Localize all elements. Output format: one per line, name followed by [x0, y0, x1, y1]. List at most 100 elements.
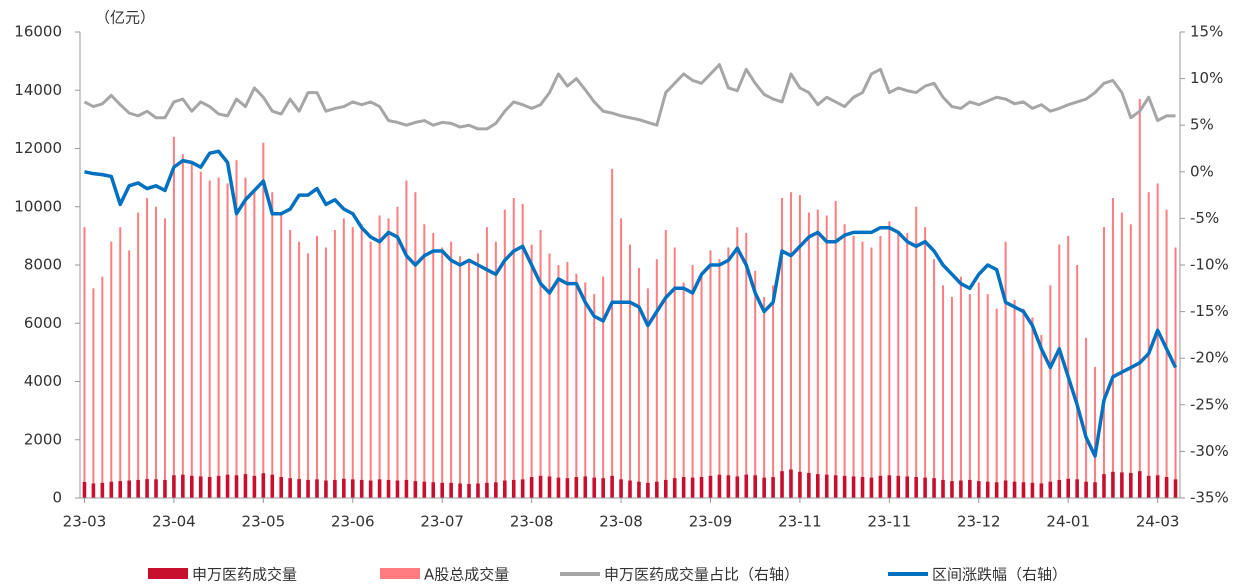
bar	[602, 276, 605, 498]
bar	[1137, 471, 1142, 498]
bar	[584, 282, 587, 498]
bar	[271, 192, 274, 498]
bar	[548, 253, 551, 498]
bar	[413, 481, 418, 498]
bar	[163, 218, 166, 498]
bar	[611, 168, 614, 498]
bar	[368, 480, 373, 498]
bar	[485, 227, 488, 498]
bar	[154, 479, 158, 498]
y2-tick-label: -15%	[1190, 302, 1229, 320]
bar	[709, 250, 712, 498]
bar	[941, 479, 945, 498]
bar	[92, 288, 95, 498]
bar	[1004, 241, 1007, 498]
bar	[511, 479, 516, 498]
bar	[681, 477, 686, 498]
bar	[1120, 472, 1124, 498]
bar	[360, 224, 363, 498]
bar	[449, 482, 453, 498]
y-tick-label: 14000	[14, 81, 62, 99]
legend-swatch	[380, 568, 420, 579]
bar	[620, 218, 623, 498]
bar	[119, 227, 122, 498]
bar	[100, 482, 105, 498]
y-axis-label: （亿元）	[95, 9, 155, 27]
bar	[145, 479, 149, 498]
bar	[342, 478, 346, 498]
bar	[163, 479, 167, 498]
bar	[244, 177, 247, 498]
bar	[82, 481, 87, 498]
bar	[288, 478, 292, 498]
bar	[816, 474, 820, 498]
bar	[807, 212, 810, 498]
bar	[521, 203, 524, 498]
y2-tick-label: -20%	[1190, 349, 1229, 367]
bar	[547, 476, 552, 498]
bar	[1021, 482, 1026, 498]
bar	[386, 479, 391, 498]
bar	[476, 483, 480, 498]
bar	[663, 479, 668, 498]
y2-tick-label: -5%	[1190, 209, 1219, 227]
bar	[377, 479, 382, 498]
bar	[234, 475, 239, 498]
bar	[127, 480, 131, 498]
bar	[297, 479, 301, 498]
bar	[494, 482, 498, 498]
bar	[172, 475, 176, 498]
y2-tick-label: -35%	[1190, 489, 1229, 507]
bar	[118, 481, 123, 498]
bar	[592, 477, 597, 498]
bar	[556, 477, 561, 498]
bar	[575, 273, 578, 498]
bar	[261, 473, 266, 498]
bar	[566, 262, 569, 498]
y2-tick-label: -25%	[1190, 395, 1229, 413]
x-tick-label: 23-11	[868, 513, 912, 531]
line	[84, 149, 1178, 458]
bar	[520, 479, 525, 498]
bar	[628, 480, 632, 498]
bar	[825, 215, 828, 499]
bar	[101, 276, 104, 498]
legend-label: 区间涨跌幅（右轴）	[932, 566, 1067, 584]
x-tick-label: 23-06	[331, 513, 375, 531]
bar	[977, 282, 980, 498]
bar	[985, 481, 990, 498]
bar	[708, 475, 713, 498]
bar	[745, 232, 748, 498]
bar	[905, 476, 910, 498]
bar	[485, 482, 489, 498]
bar	[1138, 98, 1141, 499]
y-tick-label: 8000	[24, 256, 62, 274]
bar	[1129, 224, 1132, 498]
bar	[529, 477, 534, 498]
bar	[342, 218, 345, 498]
bar	[1049, 285, 1052, 498]
bar	[396, 206, 399, 498]
y2-tick-label: 10%	[1190, 69, 1223, 87]
bar	[780, 471, 784, 498]
bar	[262, 142, 265, 499]
bar	[807, 472, 811, 498]
bar	[736, 227, 739, 498]
y2-tick-label: -10%	[1190, 256, 1229, 274]
bar	[888, 221, 891, 498]
bar	[315, 479, 319, 498]
bar	[136, 479, 140, 498]
bar	[914, 477, 918, 498]
bar	[441, 247, 444, 498]
bar	[1146, 475, 1151, 498]
bar	[932, 478, 936, 498]
bar	[279, 477, 284, 498]
bar	[682, 282, 685, 498]
x-tick-label: 23-12	[957, 513, 1001, 531]
bar	[83, 227, 86, 498]
x-tick-label: 23-04	[152, 513, 196, 531]
x-tick-label: 24-01	[1046, 513, 1090, 531]
bar	[378, 215, 381, 499]
x-tick-label: 23-08	[510, 513, 554, 531]
